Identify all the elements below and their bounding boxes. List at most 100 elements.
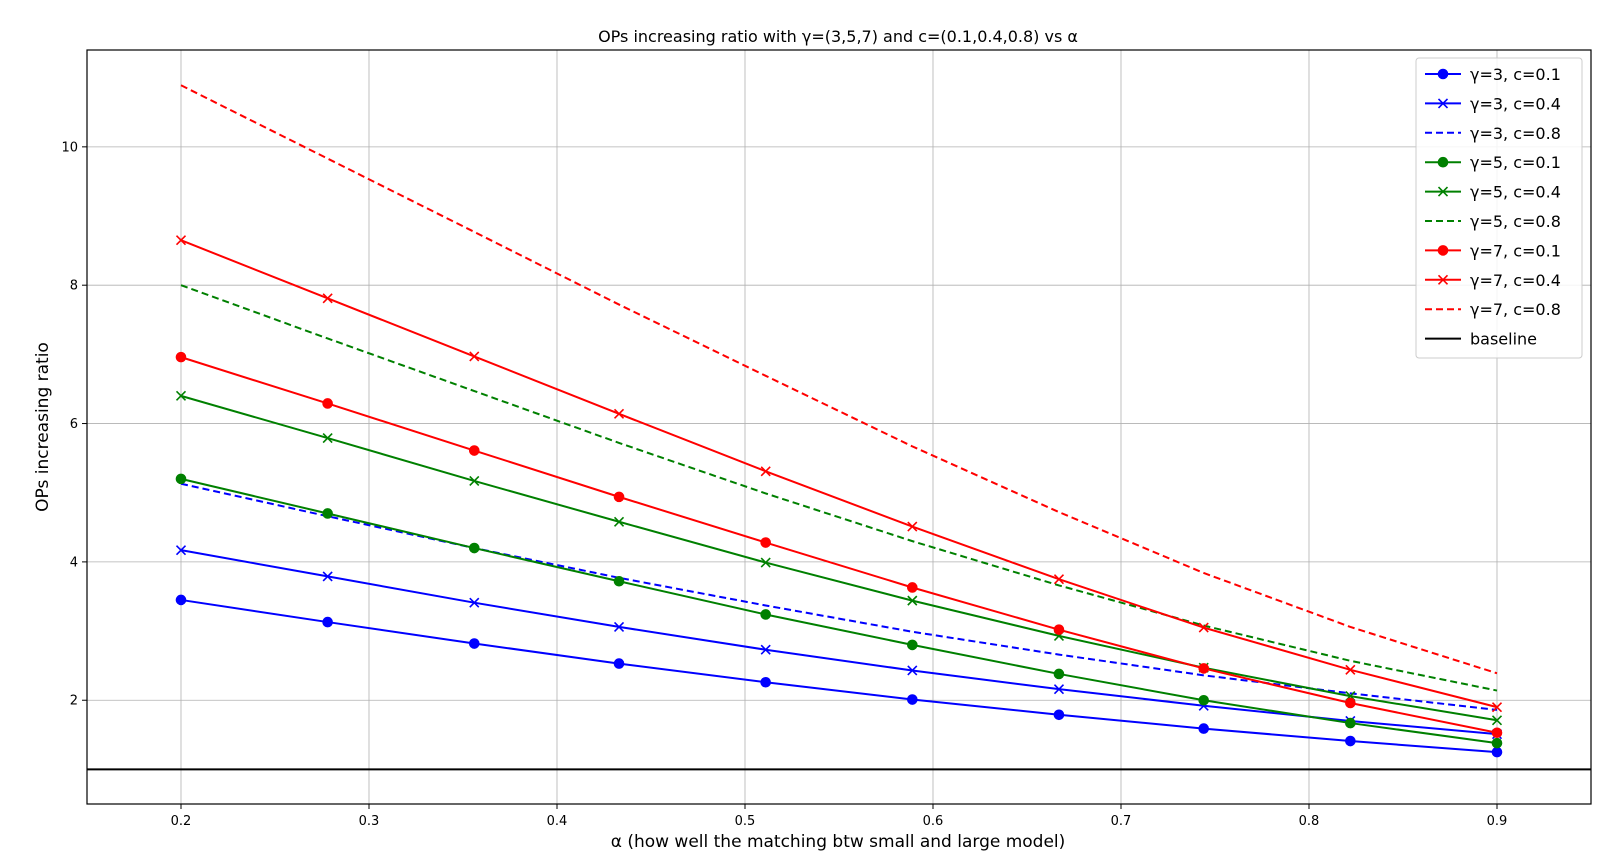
- data-point: [322, 293, 333, 304]
- marker-stroke: [907, 521, 918, 532]
- data-point: [760, 609, 771, 620]
- legend-item: γ=7, c=0.8: [1425, 300, 1561, 319]
- series-line: [180, 239, 1498, 709]
- series-layer: [87, 84, 1591, 771]
- marker-stroke: [469, 597, 480, 608]
- data-point: [613, 621, 625, 632]
- legend-marker: [1437, 156, 1449, 168]
- legend-box: [1415, 57, 1583, 359]
- legend-label: γ=7, c=0.8: [1470, 300, 1561, 319]
- data-point: [469, 475, 480, 487]
- data-point: [1345, 664, 1356, 675]
- series-1: [175, 545, 1503, 740]
- data-point: [613, 516, 625, 527]
- legend-item: γ=3, c=0.4: [1425, 94, 1561, 113]
- series-6: [175, 351, 1503, 739]
- data-point: [1491, 715, 1503, 726]
- series-3: [175, 473, 1503, 749]
- data-point: [175, 351, 187, 363]
- data-point: [760, 676, 771, 688]
- grid-layer: [87, 50, 1591, 804]
- data-point: [1345, 735, 1356, 747]
- series-line: [180, 477, 1498, 745]
- data-point: [322, 616, 333, 628]
- data-point: [1198, 622, 1209, 633]
- data-point: [1491, 727, 1503, 739]
- legend-item: baseline: [1425, 330, 1537, 349]
- series-line: [180, 84, 1498, 675]
- legend-label: γ=7, c=0.1: [1470, 241, 1561, 260]
- x-tick-label: 0.5: [735, 814, 756, 829]
- data-point: [760, 557, 771, 568]
- series-8: [180, 84, 1498, 675]
- series-7: [175, 235, 1503, 713]
- legend-label: γ=3, c=0.8: [1470, 124, 1561, 143]
- series-line: [180, 284, 1498, 692]
- marker-stroke: [322, 293, 333, 304]
- data-point: [1491, 737, 1503, 749]
- data-point: [1345, 717, 1356, 729]
- legend-item: γ=5, c=0.1: [1425, 153, 1561, 172]
- data-point: [613, 408, 625, 419]
- marker-stroke: [322, 433, 333, 444]
- x-tick-label: 0.2: [171, 814, 192, 829]
- series-line: [180, 482, 1498, 711]
- marker-stroke: [1491, 702, 1503, 713]
- data-point: [469, 597, 480, 608]
- legend-label: γ=5, c=0.4: [1470, 183, 1561, 202]
- legend-item: γ=3, c=0.8: [1425, 124, 1561, 143]
- legend-label: γ=7, c=0.4: [1470, 271, 1561, 290]
- x-tick-label: 0.9: [1487, 814, 1508, 829]
- chart-title: OPs increasing ratio with γ=(3,5,7) and …: [598, 27, 1078, 46]
- legend-marker: [1437, 245, 1449, 256]
- x-axis-title: α (how well the matching btw small and l…: [611, 832, 1066, 852]
- data-point: [175, 594, 187, 606]
- data-point: [175, 390, 187, 401]
- marker-stroke: [613, 408, 625, 419]
- marker-stroke: [1437, 274, 1449, 285]
- marker-stroke: [907, 595, 918, 606]
- y-tick-label: 2: [70, 694, 78, 709]
- legend-label: γ=5, c=0.8: [1470, 212, 1561, 231]
- data-point: [760, 466, 771, 477]
- y-tick-label: 8: [70, 279, 78, 294]
- legend-item: γ=5, c=0.8: [1425, 212, 1561, 231]
- data-point: [1198, 663, 1210, 674]
- marker-stroke: [907, 665, 918, 676]
- series-4: [175, 390, 1503, 726]
- marker-stroke: [613, 516, 625, 527]
- legend-item: γ=7, c=0.4: [1425, 271, 1561, 290]
- marker-stroke: [175, 545, 187, 556]
- data-point: [613, 491, 625, 503]
- data-point: [1053, 624, 1065, 635]
- data-point: [322, 398, 333, 409]
- marker-stroke: [760, 557, 771, 568]
- marker-stroke: [1437, 98, 1449, 109]
- data-point: [907, 595, 918, 606]
- data-point: [175, 545, 187, 556]
- marker-stroke: [1198, 622, 1209, 633]
- data-point: [760, 537, 771, 548]
- data-point: [1053, 574, 1065, 585]
- data-point: [1198, 723, 1210, 734]
- x-tick-label: 0.7: [1111, 814, 1132, 829]
- data-point: [907, 521, 918, 532]
- series-5: [180, 284, 1498, 692]
- legend-item: γ=3, c=0.1: [1425, 65, 1561, 84]
- series-line: [180, 394, 1498, 722]
- marker-stroke: [1437, 186, 1449, 197]
- data-point: [1198, 694, 1210, 706]
- marker-stroke: [469, 475, 480, 487]
- x-tick-label: 0.6: [923, 814, 944, 829]
- legend-marker: [1437, 68, 1449, 80]
- legend-marker: [1437, 186, 1449, 197]
- marker-stroke: [322, 571, 333, 582]
- marker-stroke: [1491, 715, 1503, 726]
- series-line: [180, 356, 1498, 734]
- data-point: [468, 445, 480, 456]
- marker-stroke: [175, 235, 187, 246]
- marker-stroke: [760, 644, 771, 655]
- plot-area: [87, 84, 1591, 771]
